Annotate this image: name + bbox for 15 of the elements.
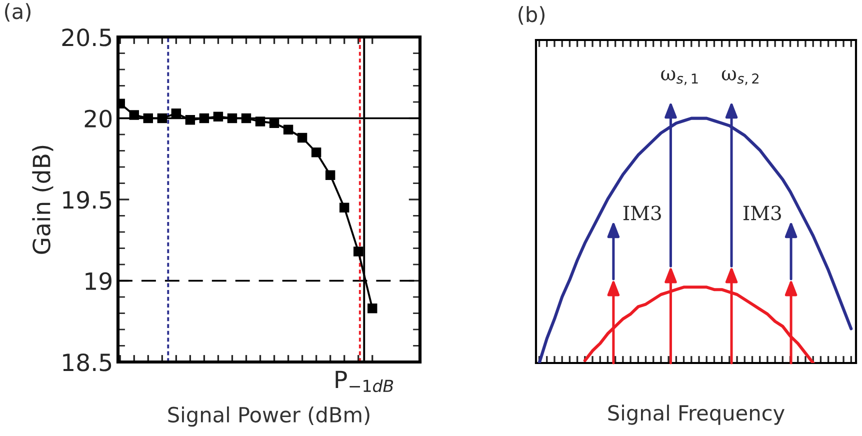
text: ω$_{s,1}$ [661, 70, 698, 86]
annotation: IM3 [623, 206, 661, 220]
y-tick-label: 19.5 [63, 190, 112, 209]
y-axis-title: Gain (dB) [32, 146, 54, 254]
x-axis-title: Signal Frequency [608, 404, 784, 425]
annotation: IM3 [744, 206, 781, 220]
y-tick-label: 20.5 [62, 28, 112, 46]
text: P$_{−1dB}$ [336, 370, 394, 392]
text: ω$_{s,2}$ [722, 70, 758, 86]
y-tick-label: 20 [84, 110, 112, 128]
chart-title: (b) [518, 6, 544, 25]
chart-title: (a) [5, 3, 30, 22]
x-axis-title: Signal Power (dBm) [168, 406, 370, 427]
y-tick-label: 19 [86, 272, 112, 290]
y-tick-label: 18.5 [63, 353, 112, 372]
